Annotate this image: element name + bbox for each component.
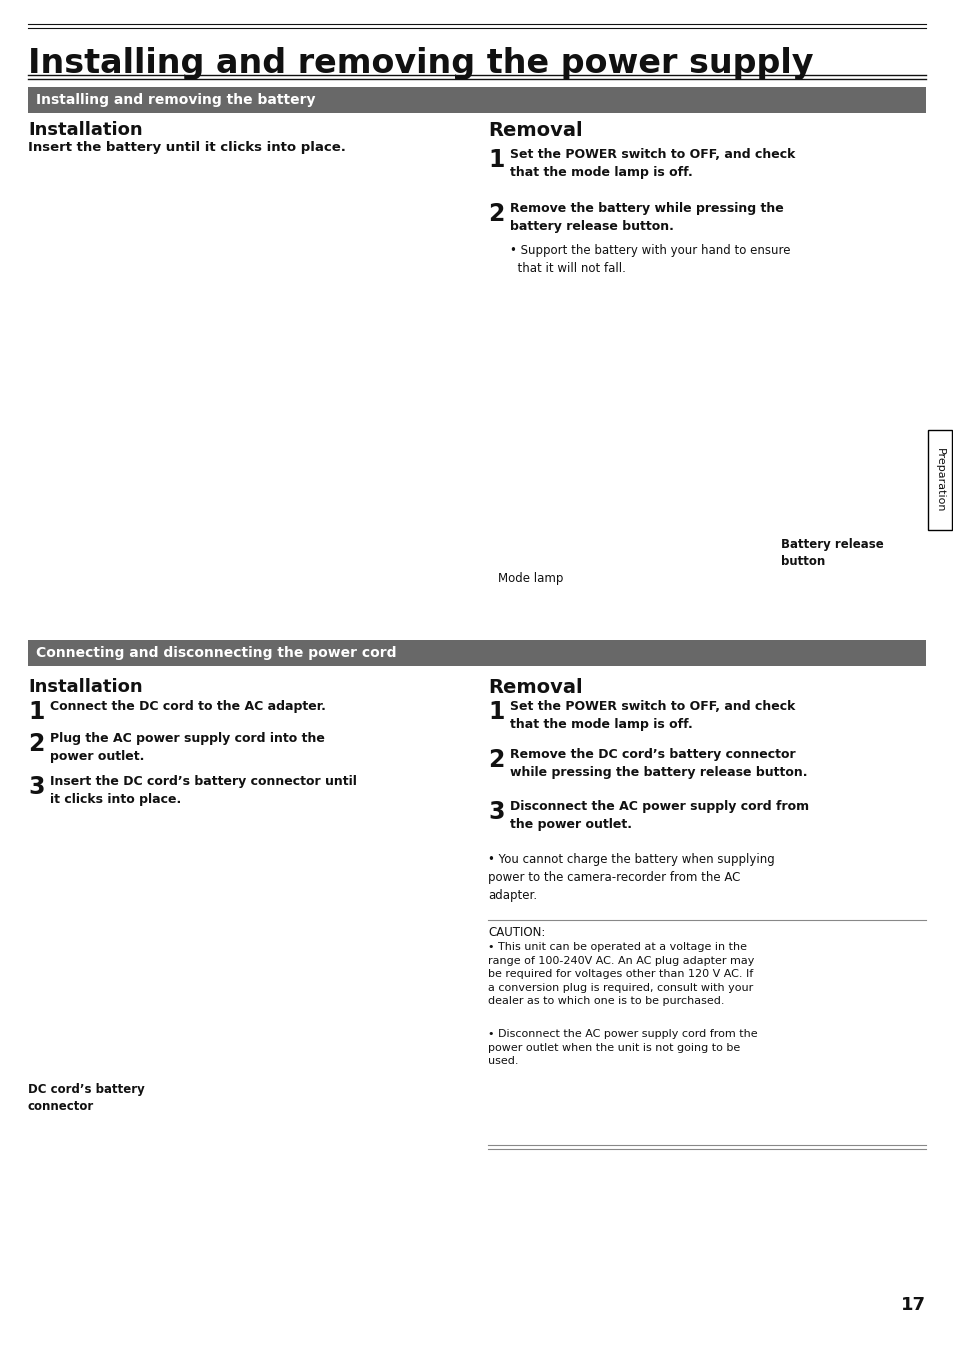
Text: 2: 2 <box>488 202 504 226</box>
Bar <box>28 640 925 666</box>
Text: Plug the AC power supply cord into the
power outlet.: Plug the AC power supply cord into the p… <box>50 733 325 764</box>
Text: Set the POWER switch to OFF, and check
that the mode lamp is off.: Set the POWER switch to OFF, and check t… <box>510 148 795 179</box>
Text: • You cannot charge the battery when supplying
power to the camera-recorder from: • You cannot charge the battery when sup… <box>488 853 774 902</box>
Text: Insert the battery until it clicks into place.: Insert the battery until it clicks into … <box>28 141 346 154</box>
Text: Preparation: Preparation <box>934 448 944 512</box>
Text: Removal: Removal <box>488 678 582 697</box>
Text: Mode lamp: Mode lamp <box>497 571 563 585</box>
Text: DC cord’s battery
connector: DC cord’s battery connector <box>28 1083 145 1113</box>
Text: 1: 1 <box>488 148 504 172</box>
Text: Installing and removing the power supply: Installing and removing the power supply <box>28 47 813 80</box>
Text: Insert the DC cord’s battery connector until
it clicks into place.: Insert the DC cord’s battery connector u… <box>50 774 356 806</box>
Text: Remove the DC cord’s battery connector
while pressing the battery release button: Remove the DC cord’s battery connector w… <box>510 747 806 779</box>
Text: Battery release
button: Battery release button <box>781 538 882 567</box>
Text: Connecting and disconnecting the power cord: Connecting and disconnecting the power c… <box>36 646 396 659</box>
Bar <box>43 821 433 1210</box>
Text: 17: 17 <box>900 1296 925 1313</box>
Text: CAUTION:: CAUTION: <box>488 926 545 940</box>
Text: Connect the DC cord to the AC adapter.: Connect the DC cord to the AC adapter. <box>50 700 326 714</box>
Bar <box>43 168 402 563</box>
Text: Installation: Installation <box>28 678 143 696</box>
Text: Installing and removing the battery: Installing and removing the battery <box>36 93 315 107</box>
Text: • Disconnect the AC power supply cord from the
power outlet when the unit is not: • Disconnect the AC power supply cord fr… <box>488 1029 757 1066</box>
Bar <box>927 431 951 529</box>
Text: Removal: Removal <box>488 121 582 139</box>
Text: Installation: Installation <box>28 121 143 139</box>
Text: 3: 3 <box>488 800 504 825</box>
Bar <box>493 288 802 563</box>
Text: 1: 1 <box>488 700 504 724</box>
Text: 1: 1 <box>28 700 45 724</box>
Text: Disconnect the AC power supply cord from
the power outlet.: Disconnect the AC power supply cord from… <box>510 800 808 831</box>
Text: 2: 2 <box>488 747 504 772</box>
Text: • This unit can be operated at a voltage in the
range of 100-240V AC. An AC plug: • This unit can be operated at a voltage… <box>488 942 754 1006</box>
Text: 3: 3 <box>28 774 45 799</box>
Text: 2: 2 <box>28 733 45 756</box>
Text: Remove the battery while pressing the
battery release button.: Remove the battery while pressing the ba… <box>510 202 783 233</box>
Bar <box>28 87 925 112</box>
Text: Set the POWER switch to OFF, and check
that the mode lamp is off.: Set the POWER switch to OFF, and check t… <box>510 700 795 731</box>
Text: • Support the battery with your hand to ensure
  that it will not fall.: • Support the battery with your hand to … <box>510 244 790 275</box>
